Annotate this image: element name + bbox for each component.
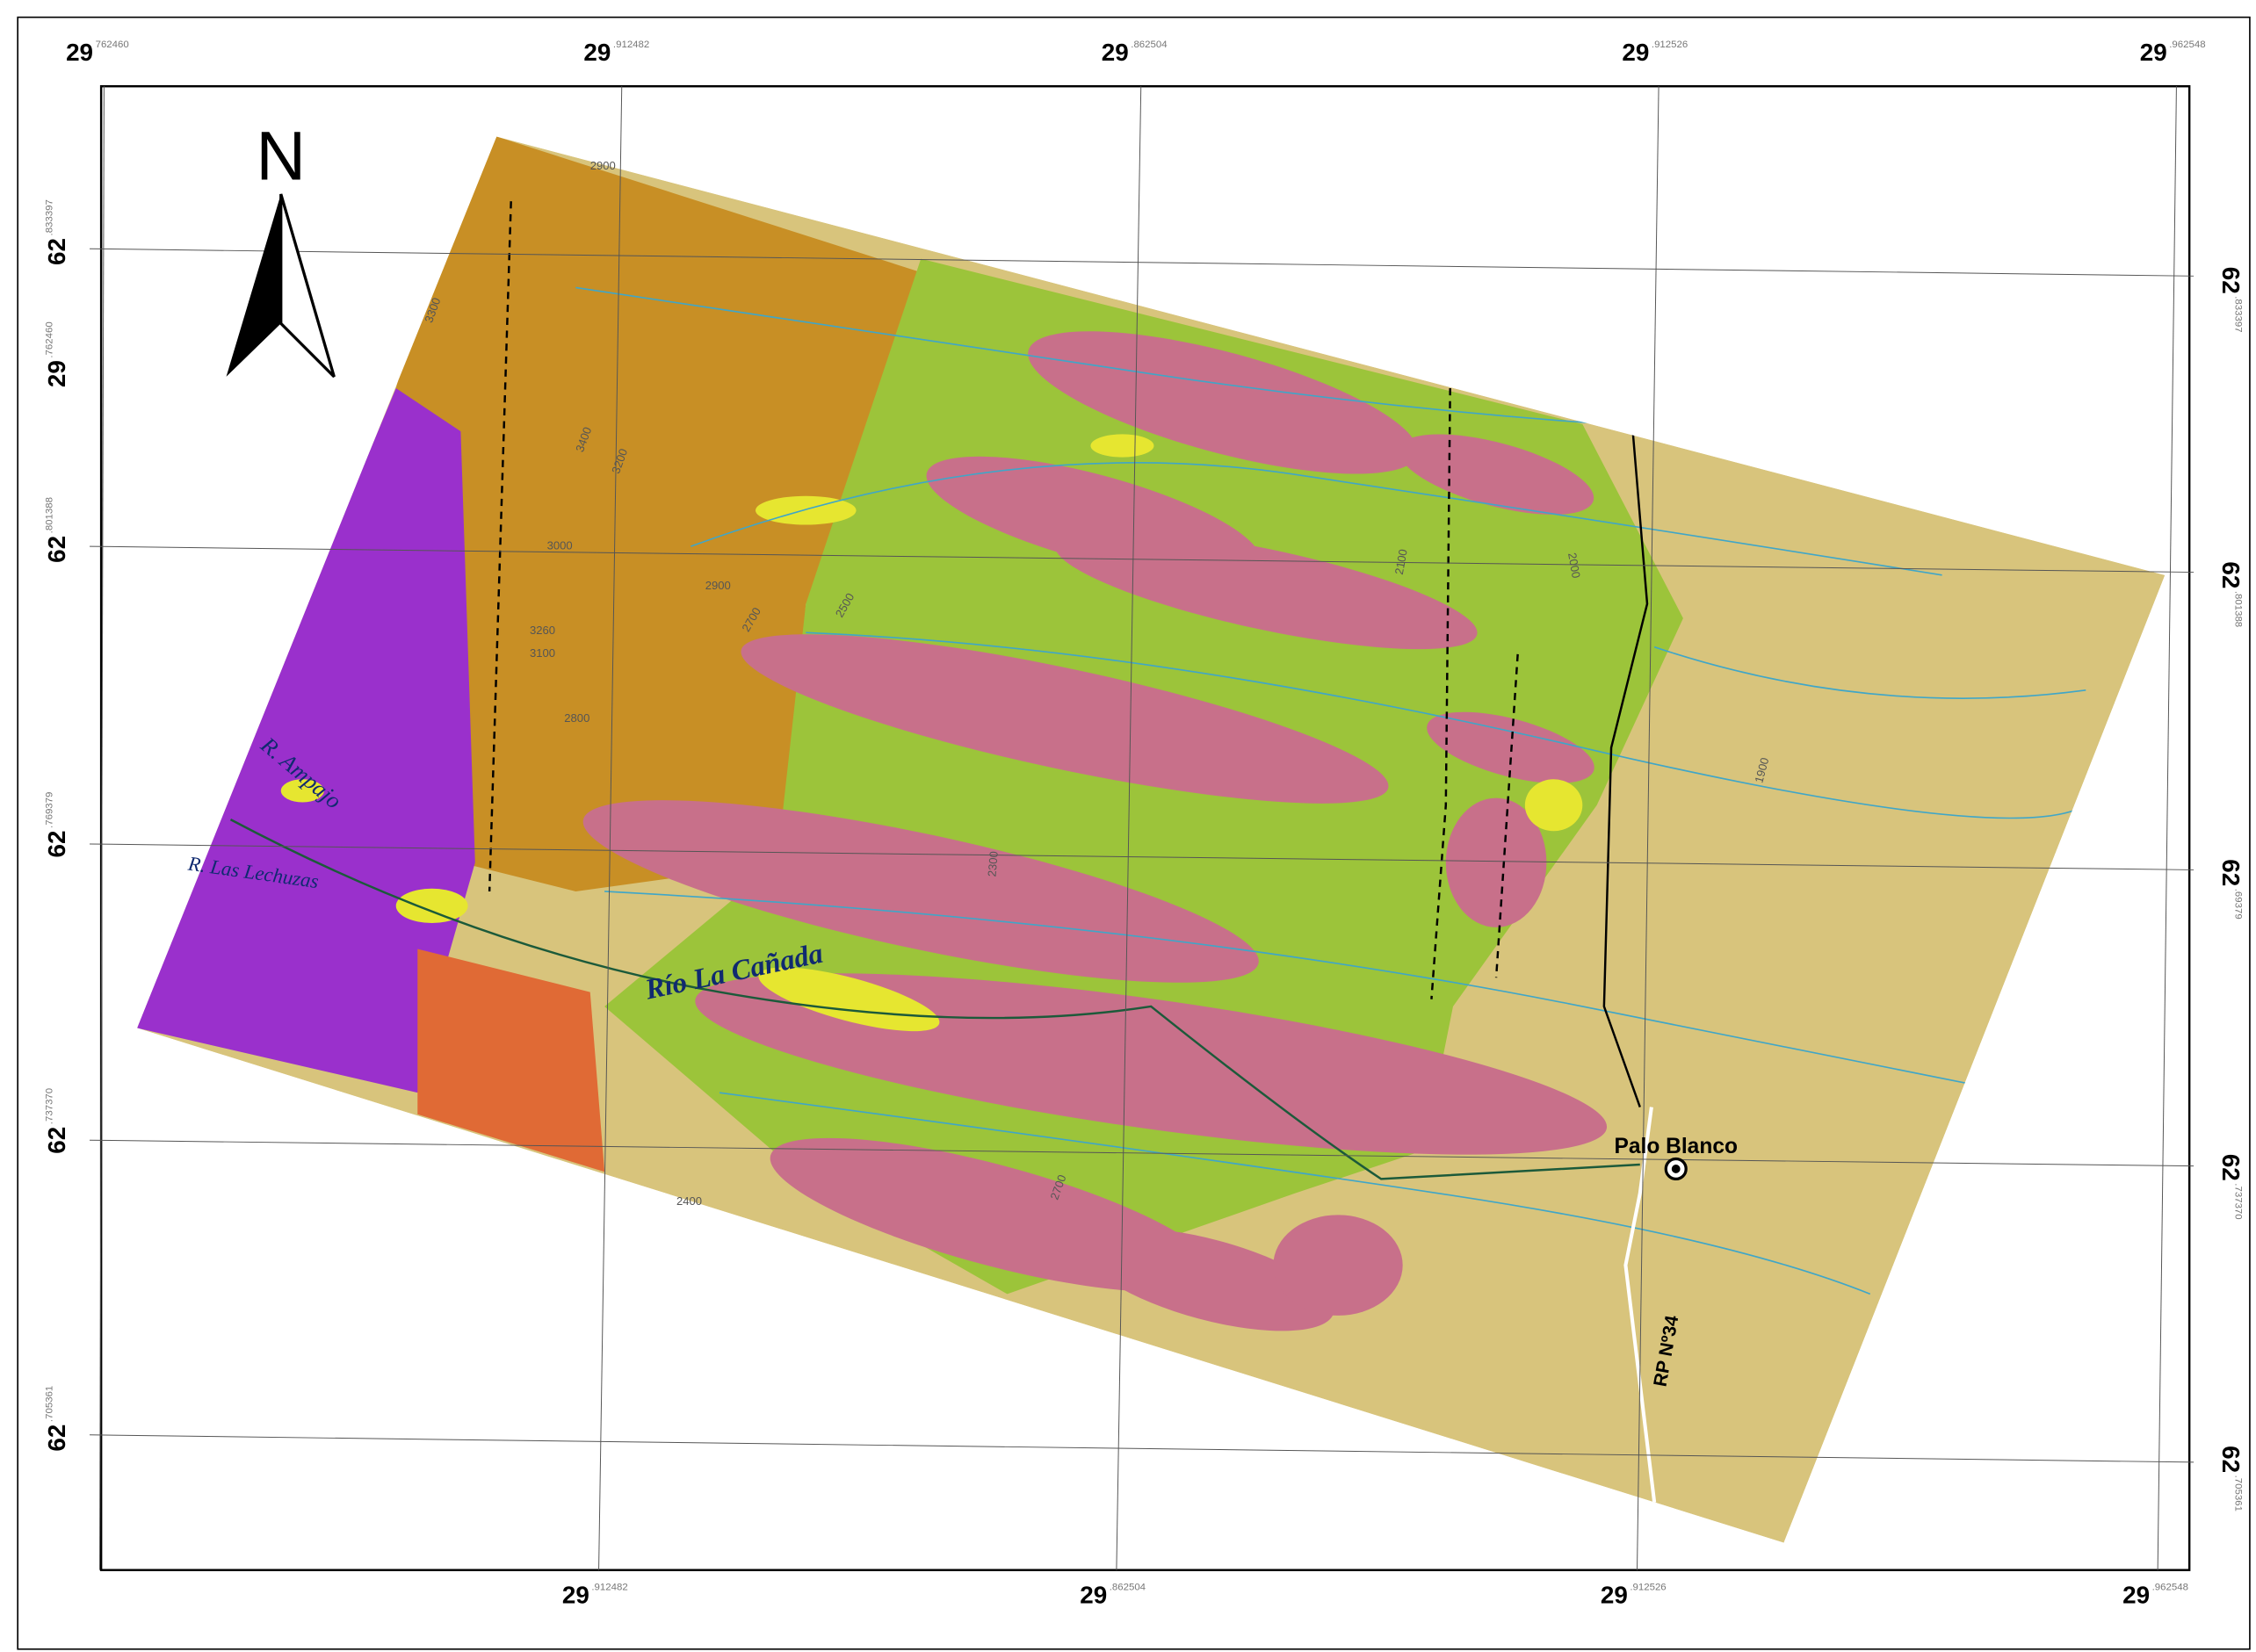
graticule-minutes: .737370 xyxy=(44,1088,54,1124)
graticule-minutes: .769379 xyxy=(44,792,54,828)
graticule-minutes: 762460 xyxy=(96,40,129,50)
ridge xyxy=(582,800,1259,983)
graticule-minutes: .833397 xyxy=(44,199,54,235)
meridian xyxy=(1637,86,1659,1570)
graticule-minutes: .962548 xyxy=(2169,40,2205,50)
orange-unit xyxy=(417,949,605,1172)
parallel xyxy=(90,843,2195,870)
contour-label: 1900 xyxy=(1752,756,1771,784)
contour-label: 3100 xyxy=(530,646,555,660)
purple-unit xyxy=(137,388,475,1093)
graticule-minutes: .962548 xyxy=(2152,1583,2188,1593)
graticule-minutes: .833397 xyxy=(2233,296,2244,332)
graticule-minutes: .801388 xyxy=(44,497,54,533)
contour-label: 2000 xyxy=(1565,552,1583,579)
graticule-degree: 29 xyxy=(2122,1581,2150,1608)
town-label: Palo Blanco xyxy=(1614,1135,1738,1158)
arrow-left xyxy=(226,194,281,377)
contour-label: 3260 xyxy=(530,624,555,637)
brown-unit xyxy=(395,136,1037,891)
graticule-minutes: .705361 xyxy=(2233,1475,2244,1511)
contour-label: 2400 xyxy=(676,1194,702,1208)
graticule-minutes: .912482 xyxy=(591,1583,627,1593)
graticule-minutes: .705361 xyxy=(44,1386,54,1422)
ridge xyxy=(1028,331,1418,474)
graticule-degree: 29 xyxy=(43,360,70,387)
graticule-minutes: .862504 xyxy=(1131,40,1168,50)
outer-border xyxy=(17,16,2251,1650)
contour-label: 2900 xyxy=(705,579,731,592)
graticule-degree: 62 xyxy=(2217,1446,2245,1473)
graticule-labels: 29 762460 29.912482 29.862504 29.912526 29.96… xyxy=(43,39,2245,1609)
patch xyxy=(1090,434,1154,458)
graticule-degree: 62 xyxy=(43,1127,70,1154)
graticule-minutes: .862504 xyxy=(1110,1583,1146,1593)
graticule-degree: 29 xyxy=(1102,39,1129,66)
town-dot xyxy=(1671,1165,1681,1173)
graticule-minutes: .801388 xyxy=(2233,591,2244,627)
main-river xyxy=(229,819,1640,1180)
graticule-degree: 62 xyxy=(2217,1154,2245,1181)
contour-label: 2300 xyxy=(985,851,1000,877)
graticule xyxy=(90,86,2195,1570)
stream xyxy=(719,1092,1871,1295)
ridge xyxy=(1399,434,1594,515)
graticule-degree: 29 xyxy=(583,39,611,66)
meridian xyxy=(598,86,623,1570)
graticule-degree: 29 xyxy=(1080,1581,1107,1608)
patch xyxy=(280,779,324,803)
graticule-degree: 62 xyxy=(2217,859,2245,886)
graticule-degree: 62 xyxy=(43,238,70,265)
graticule-degree: 62 xyxy=(43,1425,70,1452)
ridge xyxy=(1082,1228,1334,1331)
graticule-degree: 62 xyxy=(43,536,70,563)
graticule-degree: 62 xyxy=(2217,267,2245,294)
contour-label: 2800 xyxy=(564,711,589,725)
parallel xyxy=(90,1434,2195,1463)
streams xyxy=(575,286,2086,1295)
map-frame xyxy=(99,84,2191,1571)
meridian xyxy=(98,86,105,1570)
boundary xyxy=(1602,431,1649,1107)
parallel xyxy=(90,545,2195,574)
stream xyxy=(575,286,1727,432)
graticule-degree: 29 xyxy=(2140,39,2167,66)
ridge xyxy=(741,634,1389,804)
graticule-minutes: .762460 xyxy=(44,321,54,357)
graticule-degree: 62 xyxy=(2217,561,2245,588)
contour-label: 3000 xyxy=(547,538,573,552)
meridian xyxy=(1116,86,1142,1570)
faults xyxy=(488,201,1519,999)
contour-label: 2100 xyxy=(1392,548,1410,575)
ridge xyxy=(1445,797,1547,927)
north-arrow: N xyxy=(226,118,336,379)
graticule-minutes: .737370 xyxy=(2233,1183,2244,1219)
graticule-degree: 29 xyxy=(66,39,93,66)
arrow-right xyxy=(279,193,336,379)
graticule-minutes: .912526 xyxy=(1630,1583,1666,1593)
patch xyxy=(395,888,468,924)
meridian xyxy=(2157,86,2177,1570)
graticule-minutes: .69379 xyxy=(2233,889,2244,920)
graticule-degree: 62 xyxy=(43,830,70,857)
parallel xyxy=(90,248,2195,277)
stream xyxy=(1653,646,2086,699)
graticule-degree: 29 xyxy=(562,1581,589,1608)
graticule-degree: 29 xyxy=(1601,1581,1628,1608)
parallel xyxy=(90,1139,2195,1167)
graticule-minutes: .912482 xyxy=(613,40,649,50)
geology xyxy=(137,136,2166,1543)
contour-label: 2900 xyxy=(590,159,616,172)
graticule-minutes: .912526 xyxy=(1652,40,1688,50)
patch xyxy=(1524,779,1583,832)
stream xyxy=(604,891,2014,1093)
ridge xyxy=(1273,1215,1403,1316)
north-label: N xyxy=(256,118,306,195)
stream xyxy=(806,631,2086,819)
stream xyxy=(691,462,1942,576)
graticule-degree: 29 xyxy=(1622,39,1649,66)
